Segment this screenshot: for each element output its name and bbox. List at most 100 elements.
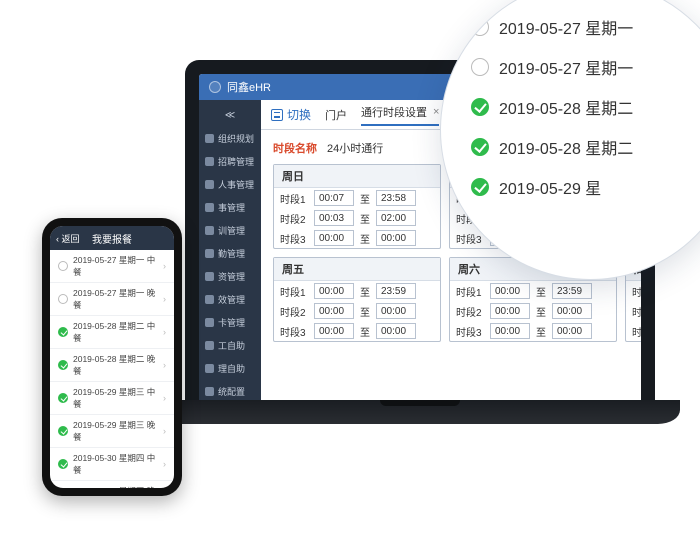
nav-item-label: 人事管理 [218, 178, 254, 191]
slot-to-label: 至 [534, 304, 548, 319]
chevron-right-icon: › [163, 426, 166, 436]
nav-item-icon [205, 249, 214, 258]
close-icon[interactable]: × [433, 106, 439, 118]
slot-start-input[interactable]: 00:00 [314, 303, 354, 319]
sidebar-collapse-button[interactable]: ≪ [199, 104, 261, 127]
slot-end-input[interactable]: 00:00 [376, 323, 416, 339]
nav-item-label: 招聘管理 [218, 155, 254, 168]
check-on-icon[interactable] [58, 426, 68, 436]
time-slot-row: 时00:至 [626, 281, 641, 301]
switch-button[interactable]: 切换 [271, 106, 311, 123]
chevron-right-icon: › [163, 459, 166, 469]
slot-start-input[interactable]: 00:07 [314, 190, 354, 206]
sidebar-item[interactable]: 卡管理 [199, 311, 261, 334]
app-title: 同鑫eHR [227, 79, 271, 95]
slot-end-input[interactable]: 00:00 [552, 323, 592, 339]
slot-label: 时 [632, 324, 641, 339]
slot-label: 时 [632, 284, 641, 299]
chevron-right-icon: › [163, 294, 166, 304]
phone-title: 我要报餐 [92, 231, 132, 246]
slot-label: 时 [632, 304, 641, 319]
check-on-icon [471, 178, 489, 196]
sidebar-item[interactable]: 理自助 [199, 357, 261, 380]
slot-label: 时段3 [280, 231, 310, 246]
meal-list-item[interactable]: 2019-05-30 星期四 晚餐› [50, 481, 174, 488]
zoom-list-item: 2019-05-27 星期一 [471, 47, 700, 87]
sidebar-item[interactable]: 事管理 [199, 196, 261, 219]
time-slot-row: 时段300:00至00:00 [274, 228, 440, 248]
time-slot-row: 时段1 00:07 至 23:58 [274, 188, 440, 208]
nav-item-label: 勤管理 [218, 247, 245, 260]
slot-to-label: 至 [358, 191, 372, 206]
meal-list-item[interactable]: 2019-05-29 星期三 晚餐 › [50, 415, 174, 448]
meal-list[interactable]: 2019-05-27 星期一 中餐›2019-05-27 星期一 晚餐›2019… [50, 250, 174, 488]
day-card: 周日时段100:07至23:58时段200:03至02:00时段300:00至0… [273, 164, 441, 249]
time-slot-row: 时段300:00至00:00 [274, 321, 440, 341]
phone-header: ‹ 返回 我要报餐 [50, 226, 174, 250]
sidebar-item[interactable]: 勤管理 [199, 242, 261, 265]
check-on-icon[interactable] [58, 459, 68, 469]
meal-list-item[interactable]: 2019-05-27 星期一 中餐› [50, 250, 174, 283]
sidebar-item[interactable]: 人事管理 [199, 173, 261, 196]
back-button[interactable]: ‹ 返回 [56, 232, 80, 245]
nav-item-icon [205, 295, 214, 304]
slot-label: 时段1 [280, 191, 310, 206]
slot-end-input[interactable]: 00:00 [376, 303, 416, 319]
phone-screen: ‹ 返回 我要报餐 2019-05-27 星期一 中餐›2019-05-27 星… [50, 226, 174, 488]
slot-to-label: 至 [358, 284, 372, 299]
check-off-icon[interactable] [58, 261, 68, 271]
slot-end-input[interactable]: 00:00 [552, 303, 592, 319]
sidebar-item[interactable]: 训管理 [199, 219, 261, 242]
slot-start-input[interactable]: 00:00 [490, 303, 530, 319]
slot-start-input[interactable]: 00:00 [490, 323, 530, 339]
nav-item-icon [205, 180, 214, 189]
slot-end-input[interactable]: 23:59 [552, 283, 592, 299]
meal-item-label: 2019-05-29 星期三 晚餐 [73, 419, 158, 443]
time-slot-row: 时00:至 [626, 301, 641, 321]
sidebar-item[interactable]: 组织规划 [199, 127, 261, 150]
tab-time-range-settings[interactable]: 通行时段设置 × [361, 104, 439, 126]
nav-item-icon [205, 318, 214, 327]
nav-item-icon [205, 226, 214, 235]
slot-label: 时段2 [456, 304, 486, 319]
chevron-right-icon: › [163, 261, 166, 271]
slot-start-input[interactable]: 00:00 [314, 283, 354, 299]
zoom-item-label: 2019-05-27 星期一 [499, 55, 633, 79]
check-on-icon[interactable] [58, 393, 68, 403]
nav-item-label: 事管理 [218, 201, 245, 214]
sidebar-item[interactable]: 招聘管理 [199, 150, 261, 173]
chevron-right-icon: › [163, 327, 166, 337]
slot-start-input[interactable]: 00:00 [490, 283, 530, 299]
slot-start-input[interactable]: 00:03 [314, 210, 354, 226]
slot-end-input[interactable]: 23:58 [376, 190, 416, 206]
meal-item-label: 2019-05-30 星期四 晚餐 [73, 485, 158, 488]
meal-list-item[interactable]: 2019-05-28 星期二 晚餐› [50, 349, 174, 382]
sidebar-item[interactable]: 效管理 [199, 288, 261, 311]
meal-list-item[interactable]: 2019-05-30 星期四 中餐› [50, 448, 174, 481]
zoom-item-label: 2019-05-28 星期二 [499, 95, 633, 119]
tab-portal[interactable]: 门户 [325, 107, 347, 123]
slot-start-input[interactable]: 00:00 [314, 323, 354, 339]
nav-item-label: 资管理 [218, 270, 245, 283]
meal-list-item[interactable]: 2019-05-27 星期一 晚餐› [50, 283, 174, 316]
sidebar-item[interactable]: 统配置 [199, 380, 261, 400]
slot-start-input[interactable]: 00:00 [314, 230, 354, 246]
check-on-icon[interactable] [58, 360, 68, 370]
nav-item-label: 工自助 [218, 339, 245, 352]
time-slot-row: 时段100:00至23:59 [274, 281, 440, 301]
nav-item-icon [205, 341, 214, 350]
meal-list-item[interactable]: 2019-05-28 星期二 中餐 › [50, 316, 174, 349]
slot-end-input[interactable]: 00:00 [376, 230, 416, 246]
slot-end-input[interactable]: 02:00 [376, 210, 416, 226]
slot-end-input[interactable]: 23:59 [376, 283, 416, 299]
meal-list-item[interactable]: 2019-05-29 星期三 中餐› [50, 382, 174, 415]
check-off-icon[interactable] [58, 294, 68, 304]
slot-label: 时段3 [280, 324, 310, 339]
sidebar-item[interactable]: 资管理 [199, 265, 261, 288]
nav-item-label: 理自助 [218, 362, 245, 375]
nav-item-icon [205, 134, 214, 143]
sidebar-item[interactable]: 工自助 [199, 334, 261, 357]
check-on-icon[interactable] [58, 327, 68, 337]
meal-item-label: 2019-05-28 星期二 中餐 [73, 320, 158, 344]
slot-to-label: 至 [534, 284, 548, 299]
